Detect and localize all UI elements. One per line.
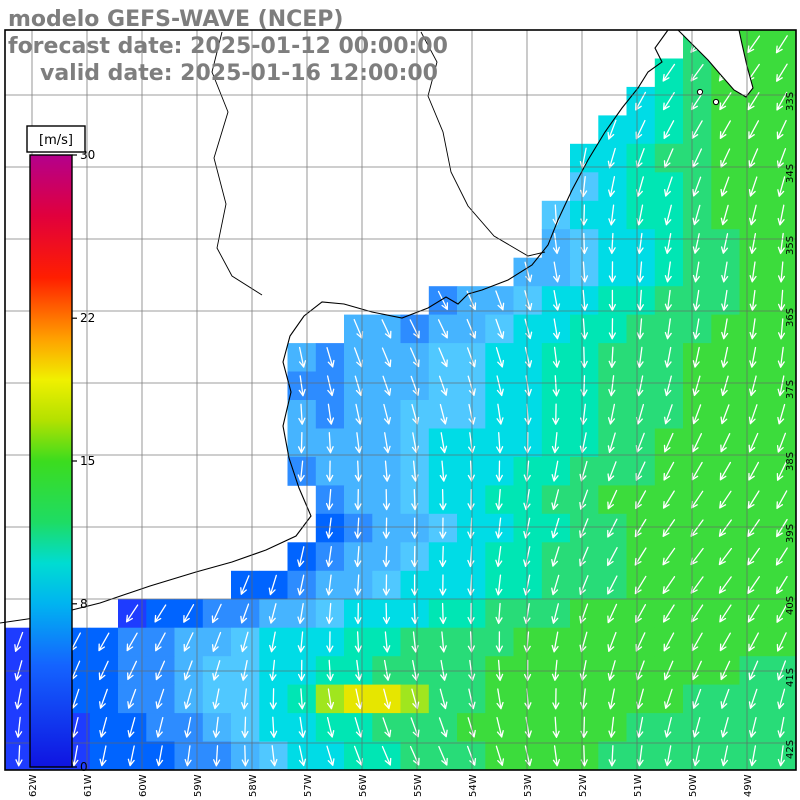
lat-label: 33S	[785, 92, 796, 111]
map-frame	[4, 29, 797, 771]
island	[712, 98, 720, 106]
colorbar-tick-label: 22	[80, 311, 95, 325]
colorbar-unit-box	[26, 125, 86, 153]
title-model-name: modelo GEFS-WAVE (NCEP)	[8, 7, 344, 32]
lon-label: 49W	[743, 774, 754, 797]
river-line	[420, 31, 546, 257]
lat-label: 34S	[785, 164, 796, 183]
lon-label: 53W	[523, 774, 534, 797]
lon-label: 52W	[578, 774, 589, 797]
island	[696, 88, 704, 96]
lon-label: 61W	[83, 774, 94, 797]
title-valid-date: valid date: 2025-01-16 12:00:00	[40, 61, 438, 86]
lon-label: 59W	[193, 774, 204, 797]
colorbar-tick-label: 0	[80, 760, 88, 774]
lat-label: 42S	[785, 740, 796, 759]
lat-label: 39S	[785, 524, 796, 543]
colorbar-tick-label: 8	[80, 597, 88, 611]
title-forecast-date: forecast date: 2025-01-12 00:00:00	[8, 34, 448, 59]
river-line	[211, 31, 263, 296]
lon-label: 62W	[28, 774, 39, 797]
lon-label: 58W	[248, 774, 259, 797]
coastline	[0, 29, 669, 624]
lon-label: 60W	[138, 774, 149, 797]
lat-label: 35S	[785, 236, 796, 255]
lat-label: 40S	[785, 596, 796, 615]
lon-label: 55W	[413, 774, 424, 797]
lat-label: 37S	[785, 380, 796, 399]
colorbar-tick-label: 15	[80, 454, 95, 468]
lon-label: 50W	[688, 774, 699, 797]
lon-labels: 62W 61W 60W 59W 58W 57W 56W 55W 54W 53W 52W 51W 50W 4…	[28, 774, 754, 797]
lat-labels: 33S 34S 35S 36S 37S 38S 39S 40S 41S 42S	[785, 92, 796, 759]
lat-label: 41S	[785, 668, 796, 687]
lon-label: 51W	[633, 774, 644, 797]
lon-label: 54W	[468, 774, 479, 797]
lat-label: 38S	[785, 452, 796, 471]
colorbar-unit-label: [m/s]	[39, 133, 73, 148]
plot-titles: modelo GEFS-WAVE (NCEP) forecast date: 2…	[8, 6, 448, 87]
lon-label: 56W	[358, 774, 369, 797]
speed-cells	[5, 30, 797, 771]
east-coast-land-strip	[676, 29, 754, 98]
lon-label: 57W	[303, 774, 314, 797]
lat-label: 36S	[785, 308, 796, 327]
